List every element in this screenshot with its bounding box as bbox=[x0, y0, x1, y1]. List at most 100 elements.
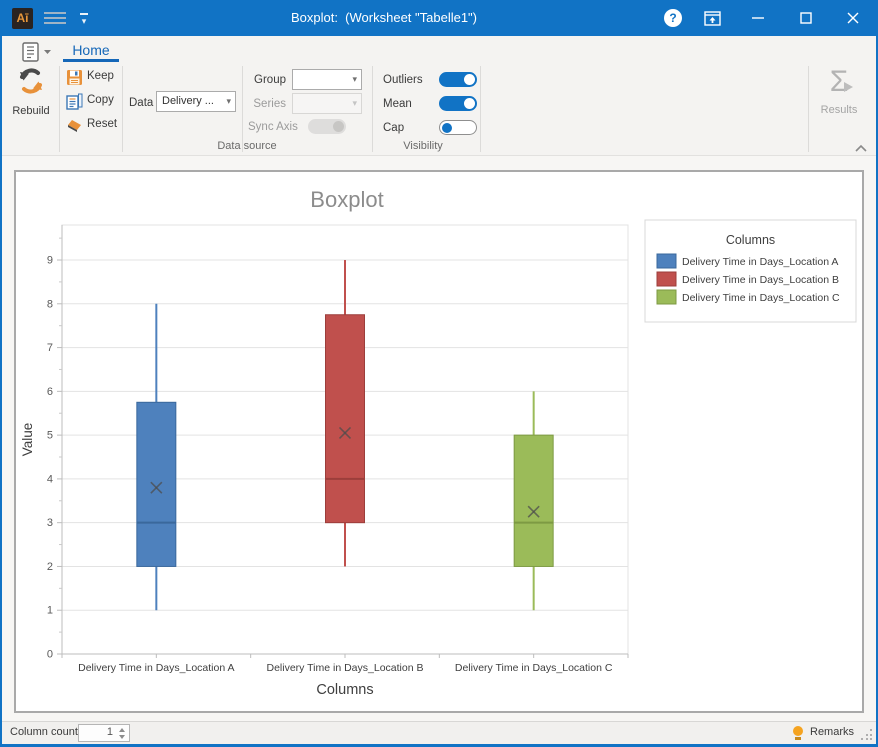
chevron-down-icon: ▾ bbox=[352, 74, 357, 84]
chart-panel[interactable]: Boxplot 0 1 2 3 4 5 6 7 8 9 Delivery Time in Days_L… bbox=[14, 170, 864, 713]
mean-marker-b bbox=[338, 426, 352, 439]
tab-home-underline bbox=[63, 59, 119, 62]
file-menu-button[interactable] bbox=[20, 42, 56, 62]
remarks-bulb-icon bbox=[792, 726, 804, 741]
maximize-icon bbox=[800, 12, 812, 24]
hamburger-menu-icon[interactable] bbox=[44, 12, 66, 24]
app-logo-icon[interactable]: Aī bbox=[12, 8, 33, 29]
maximize-button[interactable] bbox=[786, 0, 826, 36]
chevron-down-icon: ▾ bbox=[226, 96, 231, 106]
results-label: Results bbox=[820, 104, 858, 116]
legend-entry-label: Delivery Time in Days_Location A bbox=[682, 256, 838, 268]
cap-label: Cap bbox=[383, 122, 405, 134]
outliers-toggle[interactable] bbox=[439, 72, 477, 87]
data-combobox[interactable]: Delivery ... ▾ bbox=[156, 91, 236, 112]
copy-icon bbox=[66, 93, 83, 110]
x-category-label: Delivery Time in Days_Location C bbox=[455, 662, 613, 674]
y-axis-title: Value bbox=[20, 423, 35, 457]
boxplot-svg[interactable]: Boxplot 0 1 2 3 4 5 6 7 8 9 Delivery Time in Days_L… bbox=[16, 172, 862, 711]
column-count-value: 1 bbox=[106, 726, 113, 738]
resize-grip[interactable] bbox=[861, 729, 872, 740]
group-label: Group bbox=[254, 74, 286, 86]
window-border-right bbox=[876, 36, 878, 747]
quick-access-dropdown-icon[interactable]: ▾ bbox=[78, 13, 90, 26]
series-combobox: ▾ bbox=[292, 93, 362, 114]
cap-toggle[interactable] bbox=[439, 120, 477, 135]
y-tick-label: 5 bbox=[47, 430, 53, 442]
reset-button[interactable]: Reset bbox=[66, 116, 120, 136]
reset-eraser-icon bbox=[68, 120, 81, 132]
rebuild-icon bbox=[20, 68, 42, 94]
group-combobox[interactable]: ▾ bbox=[292, 69, 362, 90]
close-icon bbox=[847, 12, 859, 24]
x-category-label: Delivery Time in Days_Location B bbox=[267, 662, 424, 674]
step-up-icon bbox=[119, 728, 125, 732]
sync-axis-toggle bbox=[308, 119, 346, 134]
y-tick-label: 2 bbox=[47, 561, 53, 573]
legend-entry-label: Delivery Time in Days_Location B bbox=[682, 274, 839, 286]
tab-home[interactable]: Home bbox=[72, 42, 110, 58]
titlebar: Aī ▾ Boxplot: (Worksheet "Tabelle1") ? bbox=[0, 0, 878, 36]
keep-label: Keep bbox=[87, 70, 114, 82]
group-caption-visibility: Visibility bbox=[403, 140, 443, 152]
window-border-left bbox=[0, 36, 2, 747]
copy-label: Copy bbox=[87, 94, 114, 106]
rebuild-button[interactable]: Rebuild bbox=[7, 66, 55, 132]
legend-swatch bbox=[656, 253, 677, 269]
sync-axis-label: Sync Axis bbox=[248, 121, 298, 133]
legend-box[interactable] bbox=[644, 219, 857, 323]
group-caption-data-source: Data source bbox=[217, 140, 277, 152]
sigma-results-icon: Σ bbox=[808, 66, 870, 98]
y-tick-label: 1 bbox=[47, 605, 53, 617]
window-border-bottom bbox=[0, 744, 878, 747]
popout-panel-icon bbox=[703, 10, 721, 26]
column-count-stepper[interactable]: 1 bbox=[78, 724, 130, 742]
ribbon-separator bbox=[372, 66, 373, 152]
mean-marker-c bbox=[527, 505, 540, 518]
keep-button[interactable]: Keep bbox=[66, 68, 120, 88]
copy-button[interactable]: Copy bbox=[66, 92, 120, 112]
chevron-down-icon: ▾ bbox=[352, 98, 357, 108]
y-tick-label: 9 bbox=[47, 255, 53, 267]
y-tick-label: 3 bbox=[47, 517, 53, 529]
window-title: Boxplot: (Worksheet "Tabelle1") bbox=[290, 10, 478, 25]
ribbon-separator bbox=[59, 66, 60, 152]
box-c[interactable] bbox=[513, 434, 554, 567]
minimize-icon bbox=[752, 17, 764, 19]
y-tick-label: 7 bbox=[47, 342, 53, 354]
legend-swatch bbox=[656, 289, 677, 305]
stepper-arrows[interactable] bbox=[117, 726, 127, 741]
column-count-label: Column count bbox=[10, 726, 78, 738]
help-button[interactable]: ? bbox=[653, 0, 693, 36]
ribbon: Home Rebuild Keep bbox=[2, 36, 876, 156]
remarks-label[interactable]: Remarks bbox=[810, 726, 855, 738]
data-combobox-value: Delivery ... bbox=[162, 95, 214, 107]
ribbon-separator bbox=[480, 66, 481, 152]
y-tick-label: 0 bbox=[47, 649, 53, 661]
keep-floppy-icon bbox=[67, 70, 82, 85]
ribbon-separator bbox=[242, 66, 243, 152]
box-a[interactable] bbox=[136, 401, 177, 567]
legend-entry-label: Delivery Time in Days_Location C bbox=[682, 292, 840, 304]
minimize-button[interactable] bbox=[738, 0, 778, 36]
results-button: Σ Results bbox=[808, 66, 870, 136]
step-down-icon bbox=[119, 735, 125, 739]
mean-marker-a bbox=[150, 481, 163, 494]
legend-title: Columns bbox=[726, 233, 775, 247]
chevron-up-icon bbox=[855, 144, 867, 152]
series-label: Series bbox=[253, 98, 286, 110]
chart-title: Boxplot bbox=[310, 187, 383, 212]
close-button[interactable] bbox=[833, 0, 873, 36]
x-category-label: Delivery Time in Days_Location A bbox=[78, 662, 234, 674]
box-b[interactable] bbox=[325, 314, 365, 524]
legend-swatch bbox=[656, 271, 677, 287]
y-tick-label: 4 bbox=[47, 473, 53, 485]
outliers-label: Outliers bbox=[383, 74, 423, 86]
popout-panel-button[interactable] bbox=[692, 0, 732, 36]
rebuild-label: Rebuild bbox=[12, 105, 50, 117]
x-axis-title: Columns bbox=[316, 682, 373, 698]
collapse-ribbon-button[interactable] bbox=[854, 140, 868, 152]
y-tick-label: 6 bbox=[47, 386, 53, 398]
mean-toggle[interactable] bbox=[439, 96, 477, 111]
